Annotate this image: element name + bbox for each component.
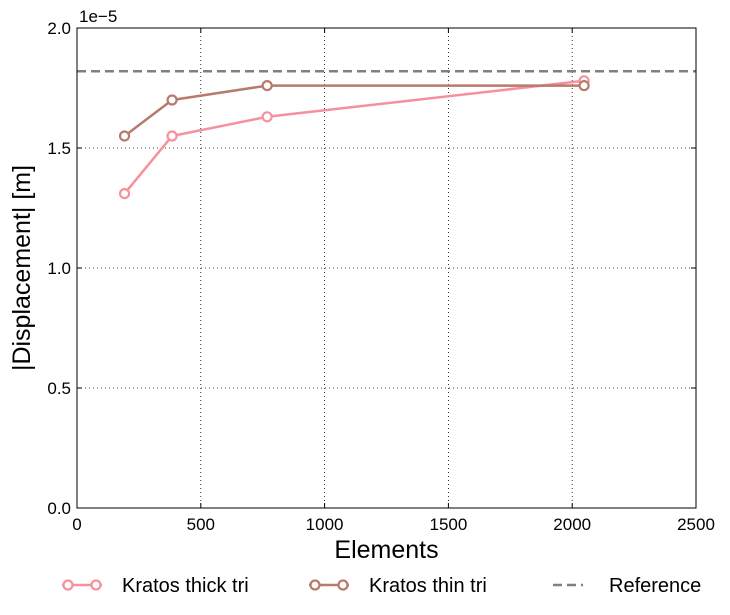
grid-lines [77, 28, 696, 508]
legend-label-kratos-thin-tri: Kratos thin tri [369, 575, 487, 597]
legend-label-kratos-thick-tri: Kratos thick tri [122, 575, 249, 597]
x-tick-label: 0 [72, 515, 81, 534]
data-point-kratos-thin-tri [578, 79, 590, 92]
x-tick-label: 1000 [306, 515, 344, 534]
x-tick-label: 2000 [553, 515, 591, 534]
legend: Kratos thick tri Kratos thin tri Reference [62, 575, 701, 597]
x-tick-label: 1500 [429, 515, 467, 534]
legend-label-reference: Reference [609, 575, 701, 597]
y-offset-label: 1e−5 [79, 7, 117, 26]
data-point-kratos-thick-tri [166, 130, 178, 142]
legend-marker-kratos-thick-tri [62, 579, 74, 591]
data-point-kratos-thin-tri [261, 79, 273, 92]
y-tick-label: 1.5 [47, 139, 71, 158]
tick-labels: 0 500 1000 1500 2000 2500 0.0 0.5 1.0 1.5 2.0 [47, 19, 715, 534]
legend-marker-kratos-thin-tri [337, 579, 349, 591]
y-tick-label: 0.0 [47, 499, 71, 518]
x-axis-title: Elements [334, 536, 438, 564]
legend-marker-kratos-thick-tri [90, 579, 102, 591]
data-point-kratos-thin-tri [166, 94, 178, 106]
data-point-kratos-thick-tri [118, 188, 131, 200]
series-line-kratos-thick-tri [123, 79, 585, 195]
legend-marker-kratos-thin-tri [309, 579, 321, 591]
data-point-kratos-thick-tri [261, 111, 273, 123]
y-tick-label: 1.0 [47, 259, 71, 278]
y-axis-title: |Displacement| [m] [8, 165, 36, 371]
x-tick-label: 2500 [677, 515, 715, 534]
y-tick-label: 2.0 [47, 19, 71, 38]
y-tick-label: 0.5 [47, 379, 71, 398]
series-layer [118, 75, 590, 200]
data-point-kratos-thin-tri [118, 130, 131, 142]
series-line-kratos-thin-tri [123, 84, 585, 137]
axis-ticks [76, 27, 697, 509]
x-tick-label: 500 [187, 515, 215, 534]
